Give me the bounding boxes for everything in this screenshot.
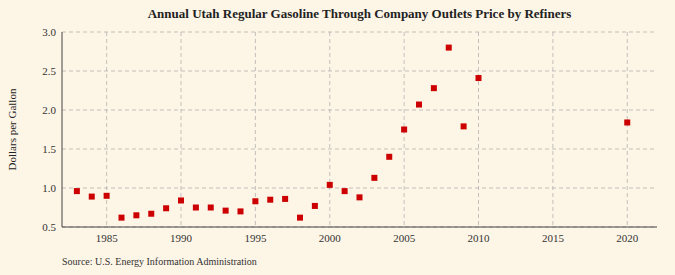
x-axis-line xyxy=(62,227,657,228)
axes: 0.5 1.0 1.5 2.0 2.5 3.0 1985 1990 1995 2000 2005 20… xyxy=(42,26,657,244)
point xyxy=(119,215,125,221)
point xyxy=(133,212,139,218)
y-tick-label: 1.5 xyxy=(42,143,56,155)
point xyxy=(267,197,273,203)
title: Annual Utah Regular Gasoline Through Com… xyxy=(148,6,572,21)
point xyxy=(238,208,244,214)
y-tick-label: 2.0 xyxy=(42,104,56,116)
x-tick-label: 2010 xyxy=(468,232,491,244)
y-tick-label: 3.0 xyxy=(42,26,56,38)
x-grid-line xyxy=(552,32,553,227)
point xyxy=(74,188,80,194)
y-grid-line xyxy=(62,227,657,228)
y-grid-line xyxy=(62,110,657,111)
x-grid-line xyxy=(627,32,628,227)
y-grid-line xyxy=(62,188,657,189)
point xyxy=(431,85,437,91)
y-axis-line xyxy=(62,32,63,227)
x-tick-label: 2000 xyxy=(319,232,342,244)
source-note: Source: U.S. Energy Information Administ… xyxy=(62,256,257,267)
point xyxy=(342,188,348,194)
point xyxy=(208,205,214,211)
point xyxy=(371,175,377,181)
point xyxy=(386,154,392,160)
y-grid-line xyxy=(62,149,657,150)
points xyxy=(74,45,630,221)
grid xyxy=(62,32,657,227)
y-grid-line xyxy=(62,71,657,72)
point xyxy=(178,197,184,203)
point xyxy=(401,127,407,133)
point xyxy=(148,211,154,217)
x-tick-label: 2005 xyxy=(393,232,416,244)
point xyxy=(461,123,467,129)
y-axis-label: Dollars per Gallon xyxy=(6,88,18,170)
y-tick-label: 2.5 xyxy=(42,65,56,77)
y-grid-line xyxy=(62,32,657,33)
x-grid-line xyxy=(478,32,479,227)
point xyxy=(193,205,199,211)
point xyxy=(163,205,169,211)
point xyxy=(476,75,482,81)
point xyxy=(297,215,303,221)
point xyxy=(446,45,452,51)
point xyxy=(223,208,229,214)
x-grid-line xyxy=(329,32,330,227)
y-tick-label: 1.0 xyxy=(42,182,56,194)
point xyxy=(327,182,333,188)
x-tick-label: 2015 xyxy=(542,232,565,244)
point xyxy=(312,203,318,209)
point xyxy=(282,196,288,202)
point xyxy=(357,194,363,200)
x-tick-label: 1990 xyxy=(170,232,193,244)
x-tick-label: 1995 xyxy=(244,232,267,244)
point xyxy=(252,198,258,204)
chart-container: Annual Utah Regular Gasoline Through Com… xyxy=(0,0,675,275)
chart: Annual Utah Regular Gasoline Through Com… xyxy=(0,0,675,275)
point xyxy=(416,102,422,108)
point xyxy=(624,119,630,125)
point xyxy=(89,194,95,200)
x-grid-line xyxy=(255,32,256,227)
y-tick-label: 0.5 xyxy=(42,221,56,233)
point xyxy=(104,193,110,199)
x-tick-label: 2020 xyxy=(616,232,639,244)
x-tick-label: 1985 xyxy=(96,232,119,244)
